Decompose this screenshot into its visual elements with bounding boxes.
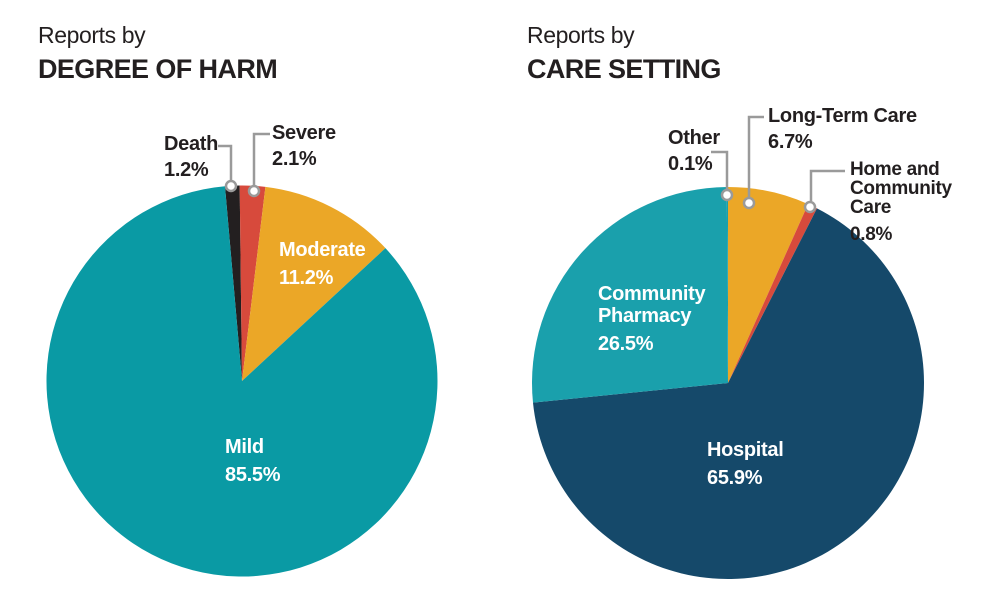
slice-hospital	[532, 208, 925, 579]
leader-lines	[218, 115, 845, 214]
severe-leader-dot	[247, 184, 261, 198]
home-and-community-care-leader-line	[809, 169, 845, 201]
long-term-care-leader-line	[747, 115, 764, 197]
slice-mild	[46, 186, 438, 577]
long-term-care-label-pct: 6.7%	[768, 131, 813, 153]
home-and-community-care-label-pct: 0.8%	[850, 224, 893, 245]
hospital-label: Hospital 65.9%	[707, 439, 784, 489]
right-chart-title-line1: Reports by	[527, 22, 635, 48]
death-label-pct: 1.2%	[164, 159, 209, 181]
slice-home-and-community-care	[728, 204, 817, 383]
slice-long-term-care	[728, 187, 809, 383]
left-chart-title-line1: Reports by	[38, 22, 146, 48]
other-leader-dot	[720, 188, 734, 202]
death-label-name: Death	[164, 133, 219, 155]
other-leader-line	[711, 150, 729, 189]
hospital-label-pct: 65.9%	[707, 467, 763, 489]
home-and-community-care-label-line1: Home and	[850, 159, 940, 180]
other-label-name: Other	[668, 127, 720, 149]
mild-label-pct: 85.5%	[225, 464, 281, 486]
other-label-pct: 0.1%	[668, 153, 713, 175]
right-chart-title-line2: CARE SETTING	[527, 54, 721, 84]
slice-moderate	[242, 186, 386, 381]
mild-label: Mild 85.5%	[225, 436, 281, 486]
long-term-care-label: Long-Term Care 6.7%	[768, 103, 917, 155]
death-leader-dot	[224, 179, 238, 193]
moderate-label-pct: 11.2%	[279, 267, 334, 289]
home-and-community-care-leader-dot	[803, 200, 817, 214]
pie-care-setting	[532, 186, 925, 579]
slice-severe	[239, 185, 266, 381]
community-pharmacy-label-pct: 26.5%	[598, 333, 654, 355]
slice-death	[224, 185, 242, 381]
pie-degree-of-harm	[46, 185, 438, 577]
long-term-care-label-name: Long-Term Care	[768, 105, 917, 127]
death-label: Death 1.2%	[164, 131, 218, 183]
severe-label: Severe 2.1%	[272, 120, 336, 172]
mild-label-name: Mild	[225, 436, 264, 458]
death-leader-line	[218, 144, 233, 180]
left-chart-title-line2: DEGREE OF HARM	[38, 54, 278, 84]
community-pharmacy-label: Community Pharmacy 26.5%	[598, 283, 706, 355]
severe-leader-line	[252, 132, 270, 185]
severe-label-pct: 2.1%	[272, 148, 317, 170]
home-and-community-care-label: Home and Community Care 0.8%	[850, 160, 952, 244]
community-pharmacy-label-line1: Community	[598, 283, 706, 305]
slice-other	[726, 186, 728, 383]
home-and-community-care-label-line2: Community	[850, 178, 952, 199]
home-and-community-care-label-line3: Care	[850, 197, 892, 218]
moderate-label: Moderate 11.2%	[279, 239, 366, 289]
moderate-label-name: Moderate	[279, 239, 366, 261]
slice-community-pharmacy	[532, 187, 728, 403]
community-pharmacy-label-line2: Pharmacy	[598, 305, 692, 327]
long-term-care-leader-dot	[742, 196, 756, 210]
hospital-label-name: Hospital	[707, 439, 784, 461]
severe-label-name: Severe	[272, 122, 336, 144]
other-label: Other 0.1%	[668, 125, 720, 177]
